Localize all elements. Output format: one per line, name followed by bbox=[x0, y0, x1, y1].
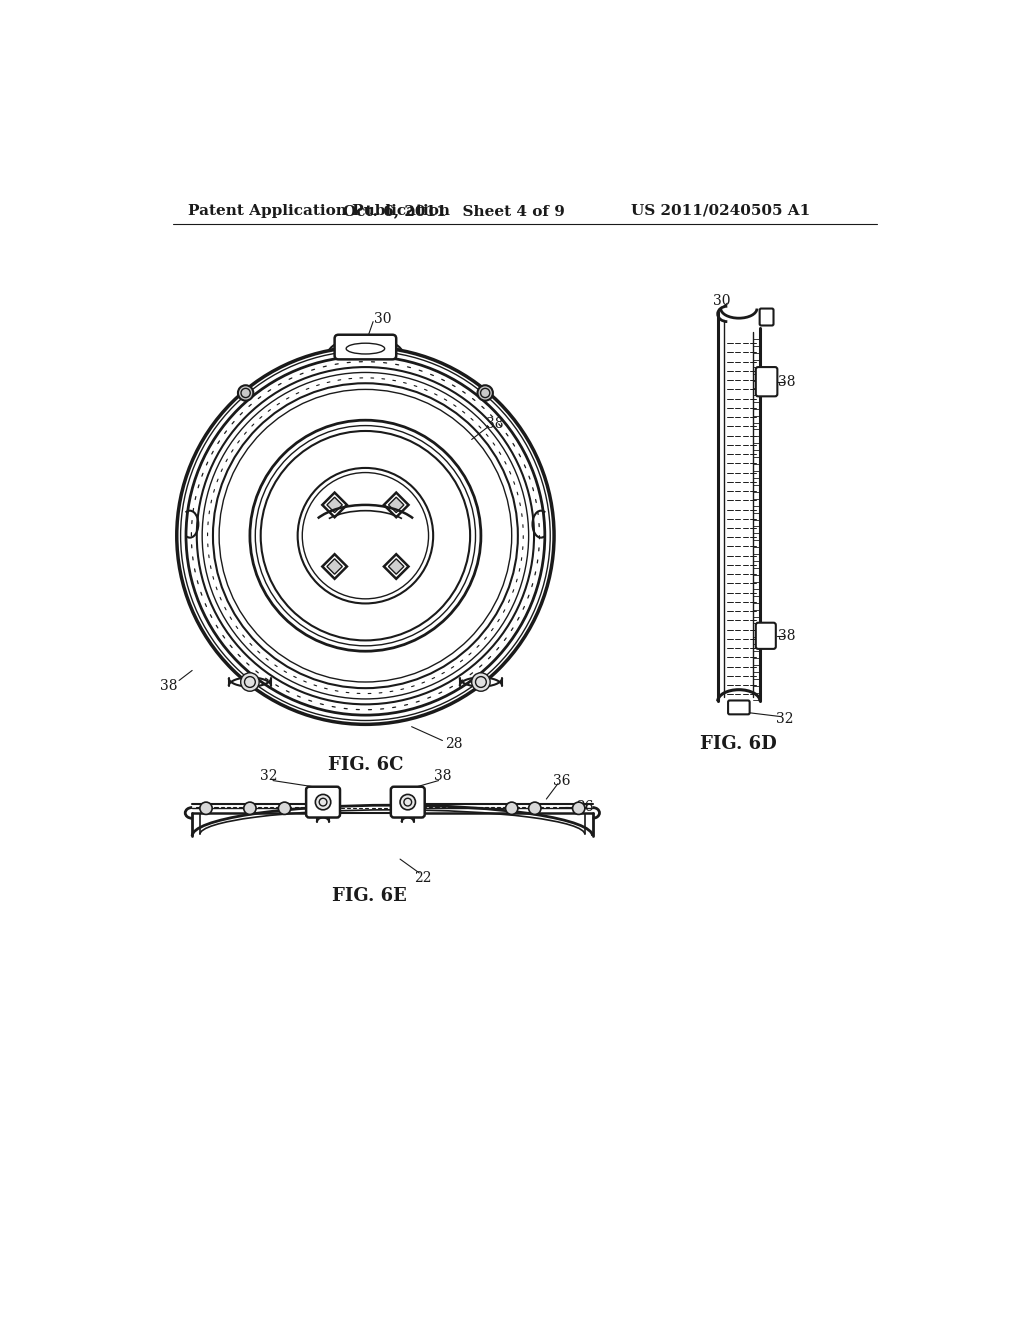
Circle shape bbox=[528, 803, 541, 814]
FancyBboxPatch shape bbox=[335, 335, 396, 359]
Polygon shape bbox=[327, 498, 342, 512]
Circle shape bbox=[472, 673, 490, 692]
Text: 30: 30 bbox=[713, 294, 731, 308]
Polygon shape bbox=[388, 558, 403, 574]
FancyBboxPatch shape bbox=[756, 367, 777, 396]
Circle shape bbox=[174, 345, 556, 726]
Text: Oct. 6, 2011   Sheet 4 of 9: Oct. 6, 2011 Sheet 4 of 9 bbox=[343, 203, 565, 218]
Text: FIG. 6D: FIG. 6D bbox=[700, 735, 777, 752]
Circle shape bbox=[200, 803, 212, 814]
Circle shape bbox=[506, 803, 518, 814]
Text: 38: 38 bbox=[433, 770, 452, 783]
Circle shape bbox=[315, 795, 331, 809]
Text: 32: 32 bbox=[775, 711, 793, 726]
Text: 38: 38 bbox=[778, 628, 796, 643]
Polygon shape bbox=[388, 498, 403, 512]
Circle shape bbox=[244, 803, 256, 814]
Text: 22: 22 bbox=[415, 871, 432, 886]
Circle shape bbox=[477, 385, 493, 401]
Text: 36: 36 bbox=[553, 774, 570, 788]
Circle shape bbox=[572, 803, 585, 814]
Polygon shape bbox=[327, 558, 342, 574]
Text: 38: 38 bbox=[778, 375, 796, 388]
Text: 30: 30 bbox=[374, 312, 391, 326]
Text: 38: 38 bbox=[486, 417, 504, 432]
Circle shape bbox=[238, 385, 253, 401]
Text: Patent Application Publication: Patent Application Publication bbox=[188, 203, 451, 218]
Text: FIG. 6C: FIG. 6C bbox=[328, 756, 403, 774]
FancyBboxPatch shape bbox=[306, 787, 340, 817]
Text: 28: 28 bbox=[445, 737, 463, 751]
Text: FIG. 6E: FIG. 6E bbox=[332, 887, 407, 906]
FancyBboxPatch shape bbox=[391, 787, 425, 817]
Circle shape bbox=[400, 795, 416, 809]
Text: 32: 32 bbox=[260, 770, 278, 783]
Text: 26: 26 bbox=[577, 800, 594, 813]
FancyBboxPatch shape bbox=[728, 701, 750, 714]
FancyBboxPatch shape bbox=[760, 309, 773, 326]
Text: 38: 38 bbox=[161, 678, 178, 693]
Text: US 2011/0240505 A1: US 2011/0240505 A1 bbox=[631, 203, 810, 218]
FancyBboxPatch shape bbox=[756, 623, 776, 649]
Circle shape bbox=[241, 673, 259, 692]
Circle shape bbox=[279, 803, 291, 814]
Circle shape bbox=[357, 342, 373, 358]
